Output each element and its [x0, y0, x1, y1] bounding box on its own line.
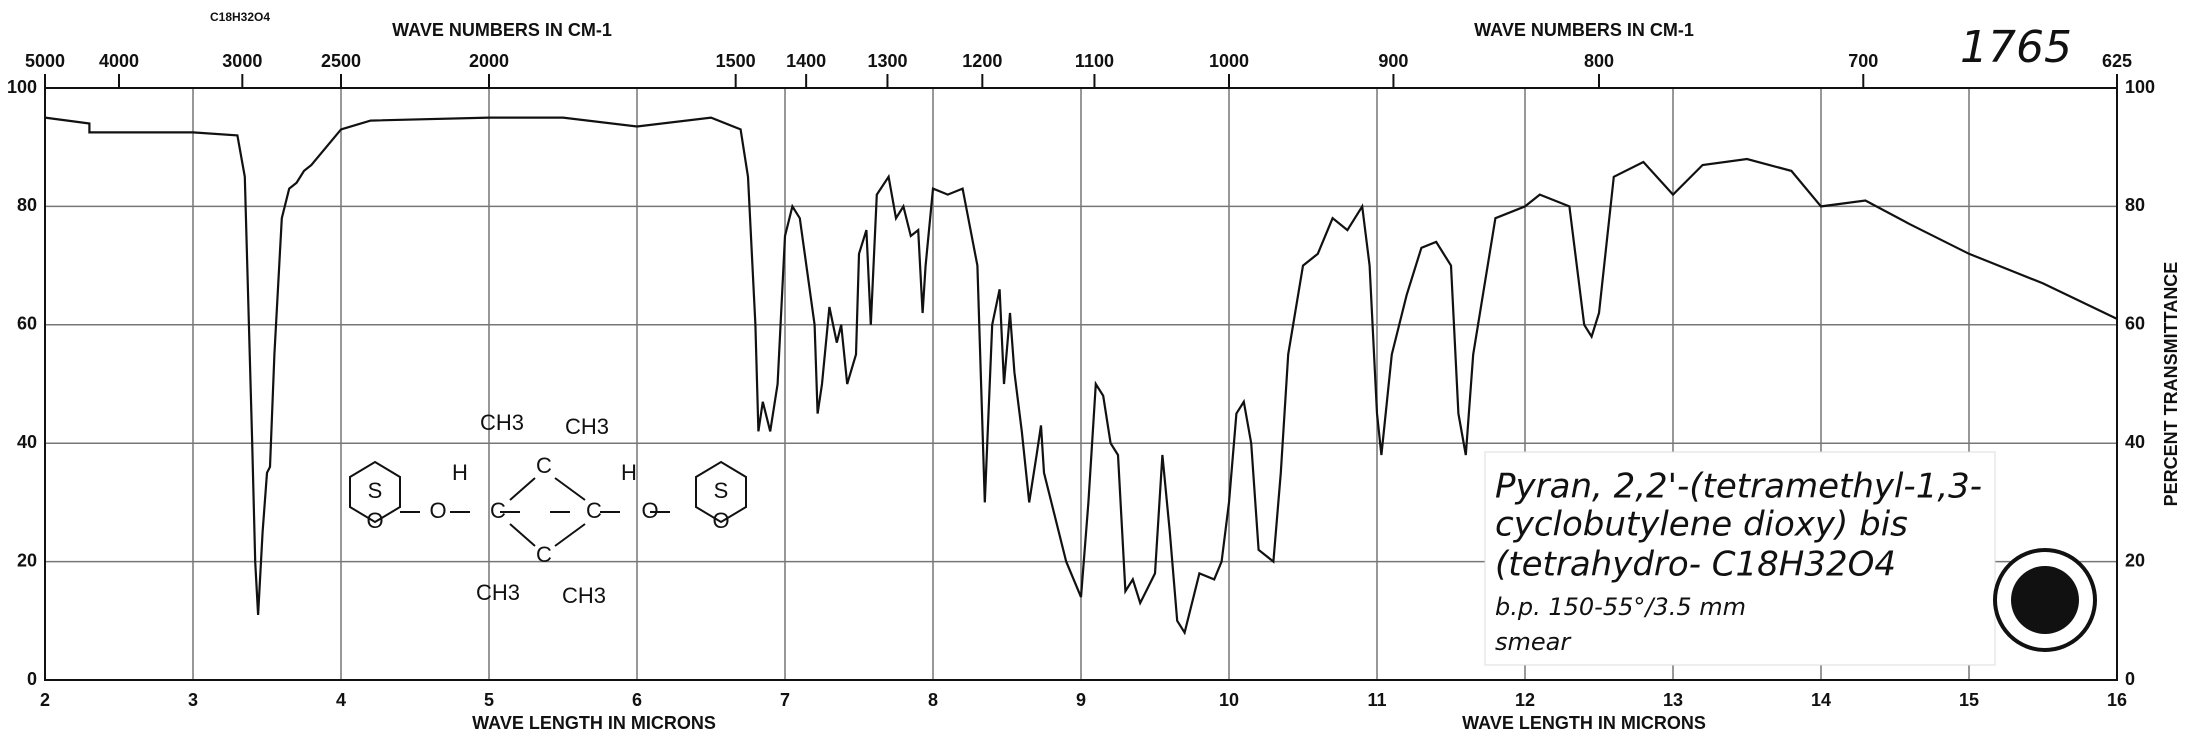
y-tick-label: 20: [2125, 550, 2145, 570]
x2-tick-label: 2000: [469, 51, 509, 71]
plot-frame: [44, 87, 2118, 681]
structure-label: C: [586, 498, 602, 523]
annotation-text: smear: [1495, 628, 1572, 656]
structure-label: CH3: [565, 414, 609, 439]
structure-label: S: [714, 478, 729, 503]
x-tick-label: 10: [1219, 690, 1239, 710]
ring: [695, 460, 747, 524]
spectrum-line: [44, 116, 2118, 636]
x-axis-label: WAVE LENGTH IN MICRONS: [1462, 713, 1706, 733]
annotation-text: b.p. 150-55°/3.5 mm: [1495, 593, 1746, 621]
x-tick-label: 15: [1959, 690, 1979, 710]
structure-label: CH3: [476, 580, 520, 605]
x-tick-label: 7: [780, 690, 790, 710]
structure-label: O: [712, 508, 729, 533]
bond: [554, 523, 586, 547]
y-tick-label: 60: [17, 314, 37, 334]
logo-center: [2011, 566, 2079, 634]
annotation-box: Pyran, 2,2'-(tetramethyl-1,3-cyclobutyle…: [1484, 451, 1996, 666]
x-tick-label: 3: [188, 690, 198, 710]
annotation-text: (tetrahydro- C18H32O4: [1495, 545, 1896, 585]
x2-tick-label: 1300: [867, 51, 907, 71]
x-tick-label: 16: [2107, 690, 2127, 710]
x-tick-label: 13: [1663, 690, 1683, 710]
structure-label: C: [536, 542, 552, 567]
annotation-text: Pyran, 2,2'-(tetramethyl-1,3-: [1495, 467, 1982, 507]
x-tick-label: 4: [336, 690, 346, 710]
structure-label: O: [429, 498, 446, 523]
x2-tick-label: 1500: [716, 51, 756, 71]
structure-label: S: [368, 478, 383, 503]
y-tick-label: 80: [2125, 195, 2145, 215]
x-tick-label: 8: [928, 690, 938, 710]
y-tick-label: 100: [7, 77, 37, 97]
bond: [509, 523, 536, 547]
x-tick-label: 12: [1515, 690, 1535, 710]
chart-title: 1765: [1960, 22, 2072, 73]
ring: [349, 460, 401, 524]
formula: C18H32O4: [210, 10, 270, 24]
y-tick-label: 100: [2125, 77, 2155, 97]
y-tick-label: 80: [17, 195, 37, 215]
bond: [554, 477, 586, 501]
structure-label: H: [621, 460, 637, 485]
structure-label: C: [490, 498, 506, 523]
x2-tick-label: 800: [1584, 51, 1614, 71]
y-axis-label: PERCENT TRANSMITTANCE: [2161, 262, 2181, 507]
annotation-text: cyclobutylene dioxy) bis: [1495, 505, 1908, 545]
structure-label: O: [641, 498, 658, 523]
x2-axis-label: WAVE NUMBERS IN CM-1: [1474, 20, 1694, 40]
y-tick-label: 60: [2125, 314, 2145, 334]
structure-label: H: [452, 460, 468, 485]
x-tick-label: 6: [632, 690, 642, 710]
x2-tick-label: 1100: [1075, 51, 1114, 71]
x2-tick-label: 1400: [786, 51, 826, 71]
x2-tick-label: 5000: [25, 51, 65, 71]
logo: [1993, 548, 2097, 652]
structure-label: CH3: [562, 583, 606, 608]
x-tick-label: 11: [1367, 690, 1386, 710]
x2-tick-label: 700: [1848, 51, 1878, 71]
y-tick-label: 20: [17, 550, 37, 570]
x2-tick-label: 1000: [1209, 51, 1249, 71]
structure-label: O: [366, 508, 383, 533]
y-tick-label: 40: [2125, 432, 2145, 452]
x-tick-label: 5: [484, 690, 494, 710]
x-tick-label: 2: [40, 690, 50, 710]
structure-label: CH3: [480, 410, 524, 435]
x2-tick-label: 3000: [222, 51, 262, 71]
y-tick-label: 40: [17, 432, 37, 452]
x-axis-label: WAVE LENGTH IN MICRONS: [472, 713, 716, 733]
x-tick-label: 9: [1076, 690, 1086, 710]
structure-label: C: [536, 453, 552, 478]
x-tick-label: 14: [1811, 690, 1831, 710]
x2-tick-label: 1200: [962, 51, 1002, 71]
x2-axis-label: WAVE NUMBERS IN CM-1: [392, 20, 612, 40]
x2-tick-label: 4000: [99, 51, 139, 71]
annotation-background: [1484, 451, 1996, 666]
x2-tick-label: 2500: [321, 51, 361, 71]
x2-tick-label: 900: [1378, 51, 1408, 71]
y-tick-label: 0: [27, 669, 37, 689]
bond: [509, 477, 536, 501]
y-tick-label: 0: [2125, 669, 2135, 689]
x2-tick-label: 625: [2102, 51, 2132, 71]
